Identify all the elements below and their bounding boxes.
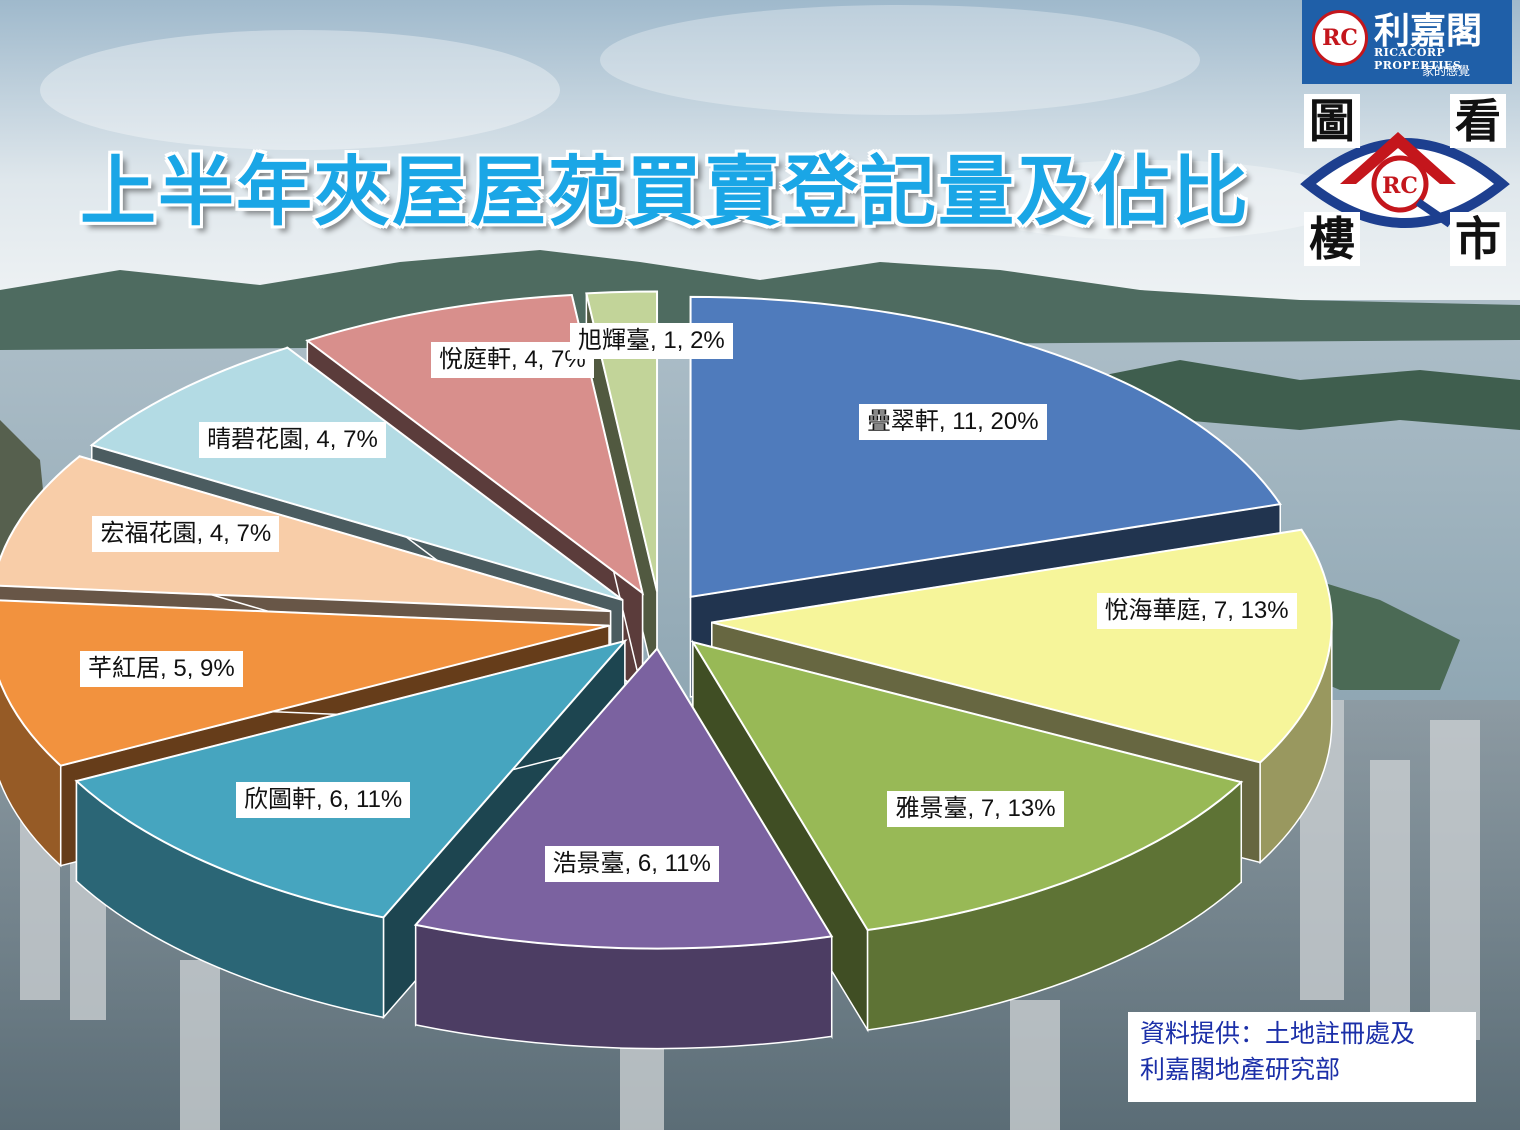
pie-slice-top-1 [689, 295, 1282, 599]
brand-name: 利嘉閣 [1374, 10, 1483, 52]
logo-char-1: 圖 [1304, 94, 1360, 148]
pie-slice-top-3 [690, 640, 1244, 932]
brand-slogan: 家的感覺 [1422, 64, 1471, 78]
slice-label-1: 疊翠軒, 11, 20% [858, 404, 1047, 441]
pie-slice-top-6 [0, 599, 610, 767]
pie-slice-top-8 [89, 346, 624, 602]
pie-slice-top-10 [585, 290, 659, 592]
pie-slice-top-5 [74, 639, 628, 919]
source-note: 資料提供：土地註冊處及 利嘉閣地產研究部 [1128, 1012, 1476, 1102]
slice-label-10: 旭輝臺, 1, 2% [570, 322, 733, 359]
pie-slice-top-7 [0, 455, 611, 613]
slice-label-5: 欣圖軒, 6, 11% [235, 782, 411, 819]
chart-title: 上半年夾屋屋苑買賣登記量及佔比 [80, 147, 1250, 236]
slice-label-2: 悅海華庭, 7, 13% [1096, 592, 1297, 629]
logo-char-2: 看 [1450, 94, 1506, 148]
svg-text:RC: RC [1382, 173, 1418, 199]
pie-slice-4 [413, 645, 834, 1050]
pie-slice-top-2 [711, 528, 1333, 764]
eye-icon: RC [1300, 132, 1510, 228]
source-line-2: 利嘉閣地產研究部 [1140, 1056, 1341, 1084]
logo-char-4: 市 [1450, 212, 1506, 266]
eye-logo: RC 圖 看 樓 市 [1300, 92, 1510, 272]
pie-slice-3 [690, 639, 1244, 1033]
slice-label-3: 雅景臺, 7, 13% [887, 791, 1064, 828]
source-line-1: 資料提供：土地註冊處及 [1140, 1020, 1416, 1048]
pie-slice-top-4 [413, 646, 834, 950]
brand-english-name: RICACORP PROPERTIES [1374, 46, 1462, 72]
slice-label-4: 浩景臺, 6, 11% [544, 846, 719, 883]
brand-logo: RC 利嘉閣 RICACORP PROPERTIES 家的感覺 [1302, 0, 1512, 84]
slice-label-9: 悅庭軒, 4, 7% [431, 341, 594, 378]
brand-mark: RC [1312, 10, 1368, 66]
logo-char-3: 樓 [1304, 212, 1360, 266]
slice-label-7: 宏福花園, 4, 7% [92, 516, 280, 553]
slice-label-6: 芊紅居, 5, 9% [80, 650, 243, 687]
slice-label-8: 晴碧花園, 4, 7% [199, 421, 386, 458]
